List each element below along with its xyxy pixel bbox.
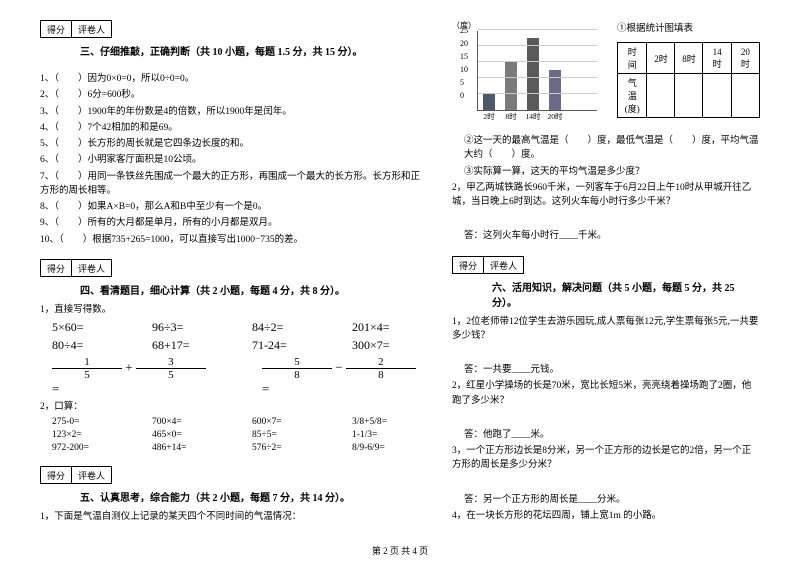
- calc: 68+17=: [152, 338, 222, 353]
- calc: 85÷5=: [252, 430, 322, 440]
- left-column: 得分 评卷人 三、仔细推敲，正确判断（共 10 小题，每题 1.5 分，共 15…: [40, 20, 422, 545]
- y-tick-labels: 2520151050: [460, 26, 468, 104]
- q5-2: 2，甲乙两城铁路长960千米，一列客车于6月22日上午10时从甲城开往乙城，当日…: [452, 181, 760, 210]
- score-box-5: 得分 评卷人: [40, 466, 112, 484]
- q3-2: 2、（ ）6分=600秒。: [40, 88, 422, 102]
- section-3-title: 三、仔细推敲，正确判断（共 10 小题，每题 1.5 分，共 15 分）。: [80, 43, 422, 58]
- grader-label: 评卷人: [72, 467, 111, 483]
- calc: 8/9-6/9=: [352, 443, 422, 453]
- s6-a3: 答：另一个正方形的周长是____分米。: [464, 493, 760, 507]
- calc-row-2: 80÷4= 68+17= 71-24= 300×7=: [52, 338, 422, 353]
- s5-q1: 1，下面是气温自测仪上记录的某天四个不同时间的气温情况：: [40, 510, 422, 524]
- q3-5: 5、（ ）长方形的周长就是它四条边长度的和。: [40, 137, 422, 151]
- calc: 300×7=: [352, 338, 422, 353]
- q3-8: 8、（ ）如果A×B=0，那么A和B中至少有一个是0。: [40, 200, 422, 214]
- calc: 84÷2=: [252, 320, 322, 335]
- bar-3: [527, 38, 539, 110]
- calc: 80÷4=: [52, 338, 122, 353]
- bar-chart: 2520151050 2时8时14时20时: [477, 31, 597, 111]
- calc: 201×4=: [352, 320, 422, 335]
- s4-sub2: 2，口算：: [40, 400, 422, 414]
- section-4-title: 四、看清题目，细心计算（共 2 小题，每题 4 分，共 8 分）。: [80, 282, 422, 297]
- score-box-3: 得分 评卷人: [40, 20, 112, 38]
- temp-table: 时 间2时8时14时20时 气温(度): [617, 42, 760, 118]
- section-5-title: 五、认真思考，综合能力（共 2 小题，每题 7 分，共 14 分）。: [80, 489, 422, 504]
- grader-label: 评卷人: [484, 257, 523, 273]
- bar-4: [549, 70, 561, 110]
- score-label: 得分: [41, 260, 72, 276]
- chart-block: （度） 2520151050 2时8时14时20时: [452, 20, 597, 111]
- x-tick-labels: 2时8时14时20时: [478, 111, 566, 122]
- chart-area: （度） 2520151050 2时8时14时20时 ①根据统计图填表: [452, 20, 760, 118]
- s6-a2: 答：他跑了____米。: [464, 428, 760, 442]
- q3-4: 4、（ ）7个42相加的和是69。: [40, 121, 422, 135]
- chart-q2: ②这一天的最高气温是（ ）度，最低气温是（ ）度，平均气温大约（ ）度。: [464, 134, 760, 163]
- score-label: 得分: [41, 21, 72, 37]
- bar-1: [483, 94, 495, 110]
- chart-table-block: ①根据统计图填表 时 间2时8时14时20时 气温(度): [617, 20, 760, 118]
- calc: 96÷3=: [152, 320, 222, 335]
- score-label: 得分: [453, 257, 484, 273]
- grader-label: 评卷人: [72, 260, 111, 276]
- bar-2: [505, 62, 517, 110]
- page-footer: 第 2 页 共 4 页: [0, 544, 800, 557]
- calc: 5×60=: [52, 320, 122, 335]
- s6-a1: 答：一共要____元钱。: [464, 363, 760, 377]
- right-column: （度） 2520151050 2时8时14时20时 ①根据统计图填表: [452, 20, 760, 545]
- calc-row-3: 275-0= 700×4= 600×7= 3/8+5/8=: [52, 417, 422, 427]
- q3-9: 9、（ ）所有的大月都是单月，所有的小月都是双月。: [40, 216, 422, 230]
- s4-sub1: 1，直接写得数。: [40, 303, 422, 317]
- calc: 486+14=: [152, 443, 222, 453]
- s6-q1: 1，2位老师带12位学生去游乐园玩,成人票每张12元,学生票每张5元,一共要多少…: [452, 315, 760, 344]
- calc-row-4: 123×2= 465×0= 85÷5= 1-1/3=: [52, 430, 422, 440]
- s6-q4: 4，在一块长方形的花坛四周，铺上宽1m 的小路。: [452, 509, 760, 523]
- calc: 465×0=: [152, 430, 222, 440]
- q3-10: 10、（ ）根据735+265=1000，可以直接写出1000−735的差。: [40, 233, 422, 247]
- calc: 1-1/3=: [352, 430, 422, 440]
- s6-q2: 2，红星小学操场的长是70米，宽比长短5米，亮亮绕着操场跑了2圈，他跑了多少米？: [452, 379, 760, 408]
- calc: 3/8+5/8=: [352, 417, 422, 427]
- q3-6: 6、（ ）小明家客厅面积是10公顷。: [40, 153, 422, 167]
- frac-row: 15 + 35 = 58 − 28 =: [52, 356, 422, 397]
- calc: 600×7=: [252, 417, 322, 427]
- q3-7: 7、（ ）用同一条铁丝先围成一个最大的正方形，再围成一个最大的长方形。长方形和正…: [40, 170, 422, 199]
- calc-row-5: 972-200= 486+14= 576÷2= 8/9-6/9=: [52, 443, 422, 453]
- q3-3: 3、（ ）1900年的年份数是4的倍数，所以1900年是闰年。: [40, 105, 422, 119]
- frac-expr-1: 15 + 35 =: [52, 356, 212, 397]
- calc: 123×2=: [52, 430, 122, 440]
- calc: 972-200=: [52, 443, 122, 453]
- calc-row-1: 5×60= 96÷3= 84÷2= 201×4=: [52, 320, 422, 335]
- chart-title: ①根据统计图填表: [617, 20, 760, 34]
- ans5-2: 答：这列火车每小时行____千米。: [464, 229, 760, 243]
- grader-label: 评卷人: [72, 21, 111, 37]
- calc: 700×4=: [152, 417, 222, 427]
- q3-1: 1、（ ）因为0×0=0，所以0÷0=0。: [40, 72, 422, 86]
- calc: 576÷2=: [252, 443, 322, 453]
- calc: 71-24=: [252, 338, 322, 353]
- score-box-6: 得分 评卷人: [452, 256, 524, 274]
- frac-expr-2: 58 − 28 =: [262, 356, 422, 397]
- s6-q3: 3，一个正方形边长是8分米，另一个正方形的边长是它的2倍，另一个正方形的周长是多…: [452, 444, 760, 473]
- section-6-title: 六、活用知识，解决问题（共 5 小题，每题 5 分，共 25 分）。: [492, 279, 760, 309]
- score-label: 得分: [41, 467, 72, 483]
- calc: 275-0=: [52, 417, 122, 427]
- score-box-4: 得分 评卷人: [40, 259, 112, 277]
- chart-q3: ③实际算一算，这天的平均气温是多少度？: [464, 165, 760, 179]
